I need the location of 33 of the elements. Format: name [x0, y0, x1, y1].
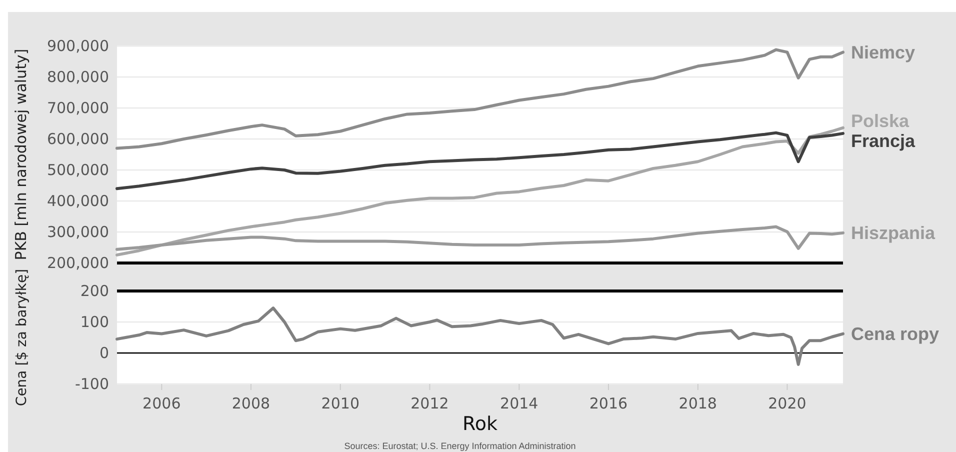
y-tick-label: 100 [80, 312, 109, 331]
x-tick-label: 2006 [142, 394, 181, 413]
y-tick-label: 200,000 [46, 254, 109, 272]
x-tick-label: 2016 [589, 394, 628, 413]
y-tick-label: 900,000 [46, 36, 109, 55]
y-tick-label: 500,000 [46, 160, 109, 179]
x-tick-label: 2012 [410, 394, 449, 413]
y-tick-label: -100 [74, 374, 109, 393]
x-tick-label: 2008 [232, 394, 270, 413]
x-tick-label: 2018 [678, 394, 717, 413]
y-axis-title: PKB [mln narodowej waluty] [12, 48, 30, 260]
y-tick-label: 0 [99, 344, 109, 362]
line-series [116, 131, 844, 190]
y-tick-label: 800,000 [46, 68, 109, 86]
line-series [116, 126, 844, 256]
source-note: Sources: Eurostat; U.S. Energy Information Administration [344, 441, 576, 451]
series-label: Polska [851, 110, 910, 131]
x-tick-label: 2010 [321, 394, 360, 413]
x-axis-title: Rok [462, 413, 498, 435]
x-tick-label: 2014 [500, 394, 538, 413]
y-tick-label: 400,000 [46, 192, 109, 210]
series-label: Cena ropy [851, 324, 940, 344]
y-tick-label: 700,000 [46, 98, 109, 117]
line-series [116, 306, 844, 366]
x-tick-label: 2020 [768, 394, 806, 413]
line-series [116, 48, 844, 150]
y-tick-label: 600,000 [46, 130, 109, 148]
y-axis-title: Cena [$ za baryłkę] [14, 268, 30, 406]
series-label: Niemcy [851, 42, 916, 62]
y-tick-label: 300,000 [46, 222, 109, 241]
series-label: Hiszpania [851, 223, 936, 244]
series-label: Francja [851, 130, 916, 151]
y-tick-label: 200 [80, 282, 109, 300]
